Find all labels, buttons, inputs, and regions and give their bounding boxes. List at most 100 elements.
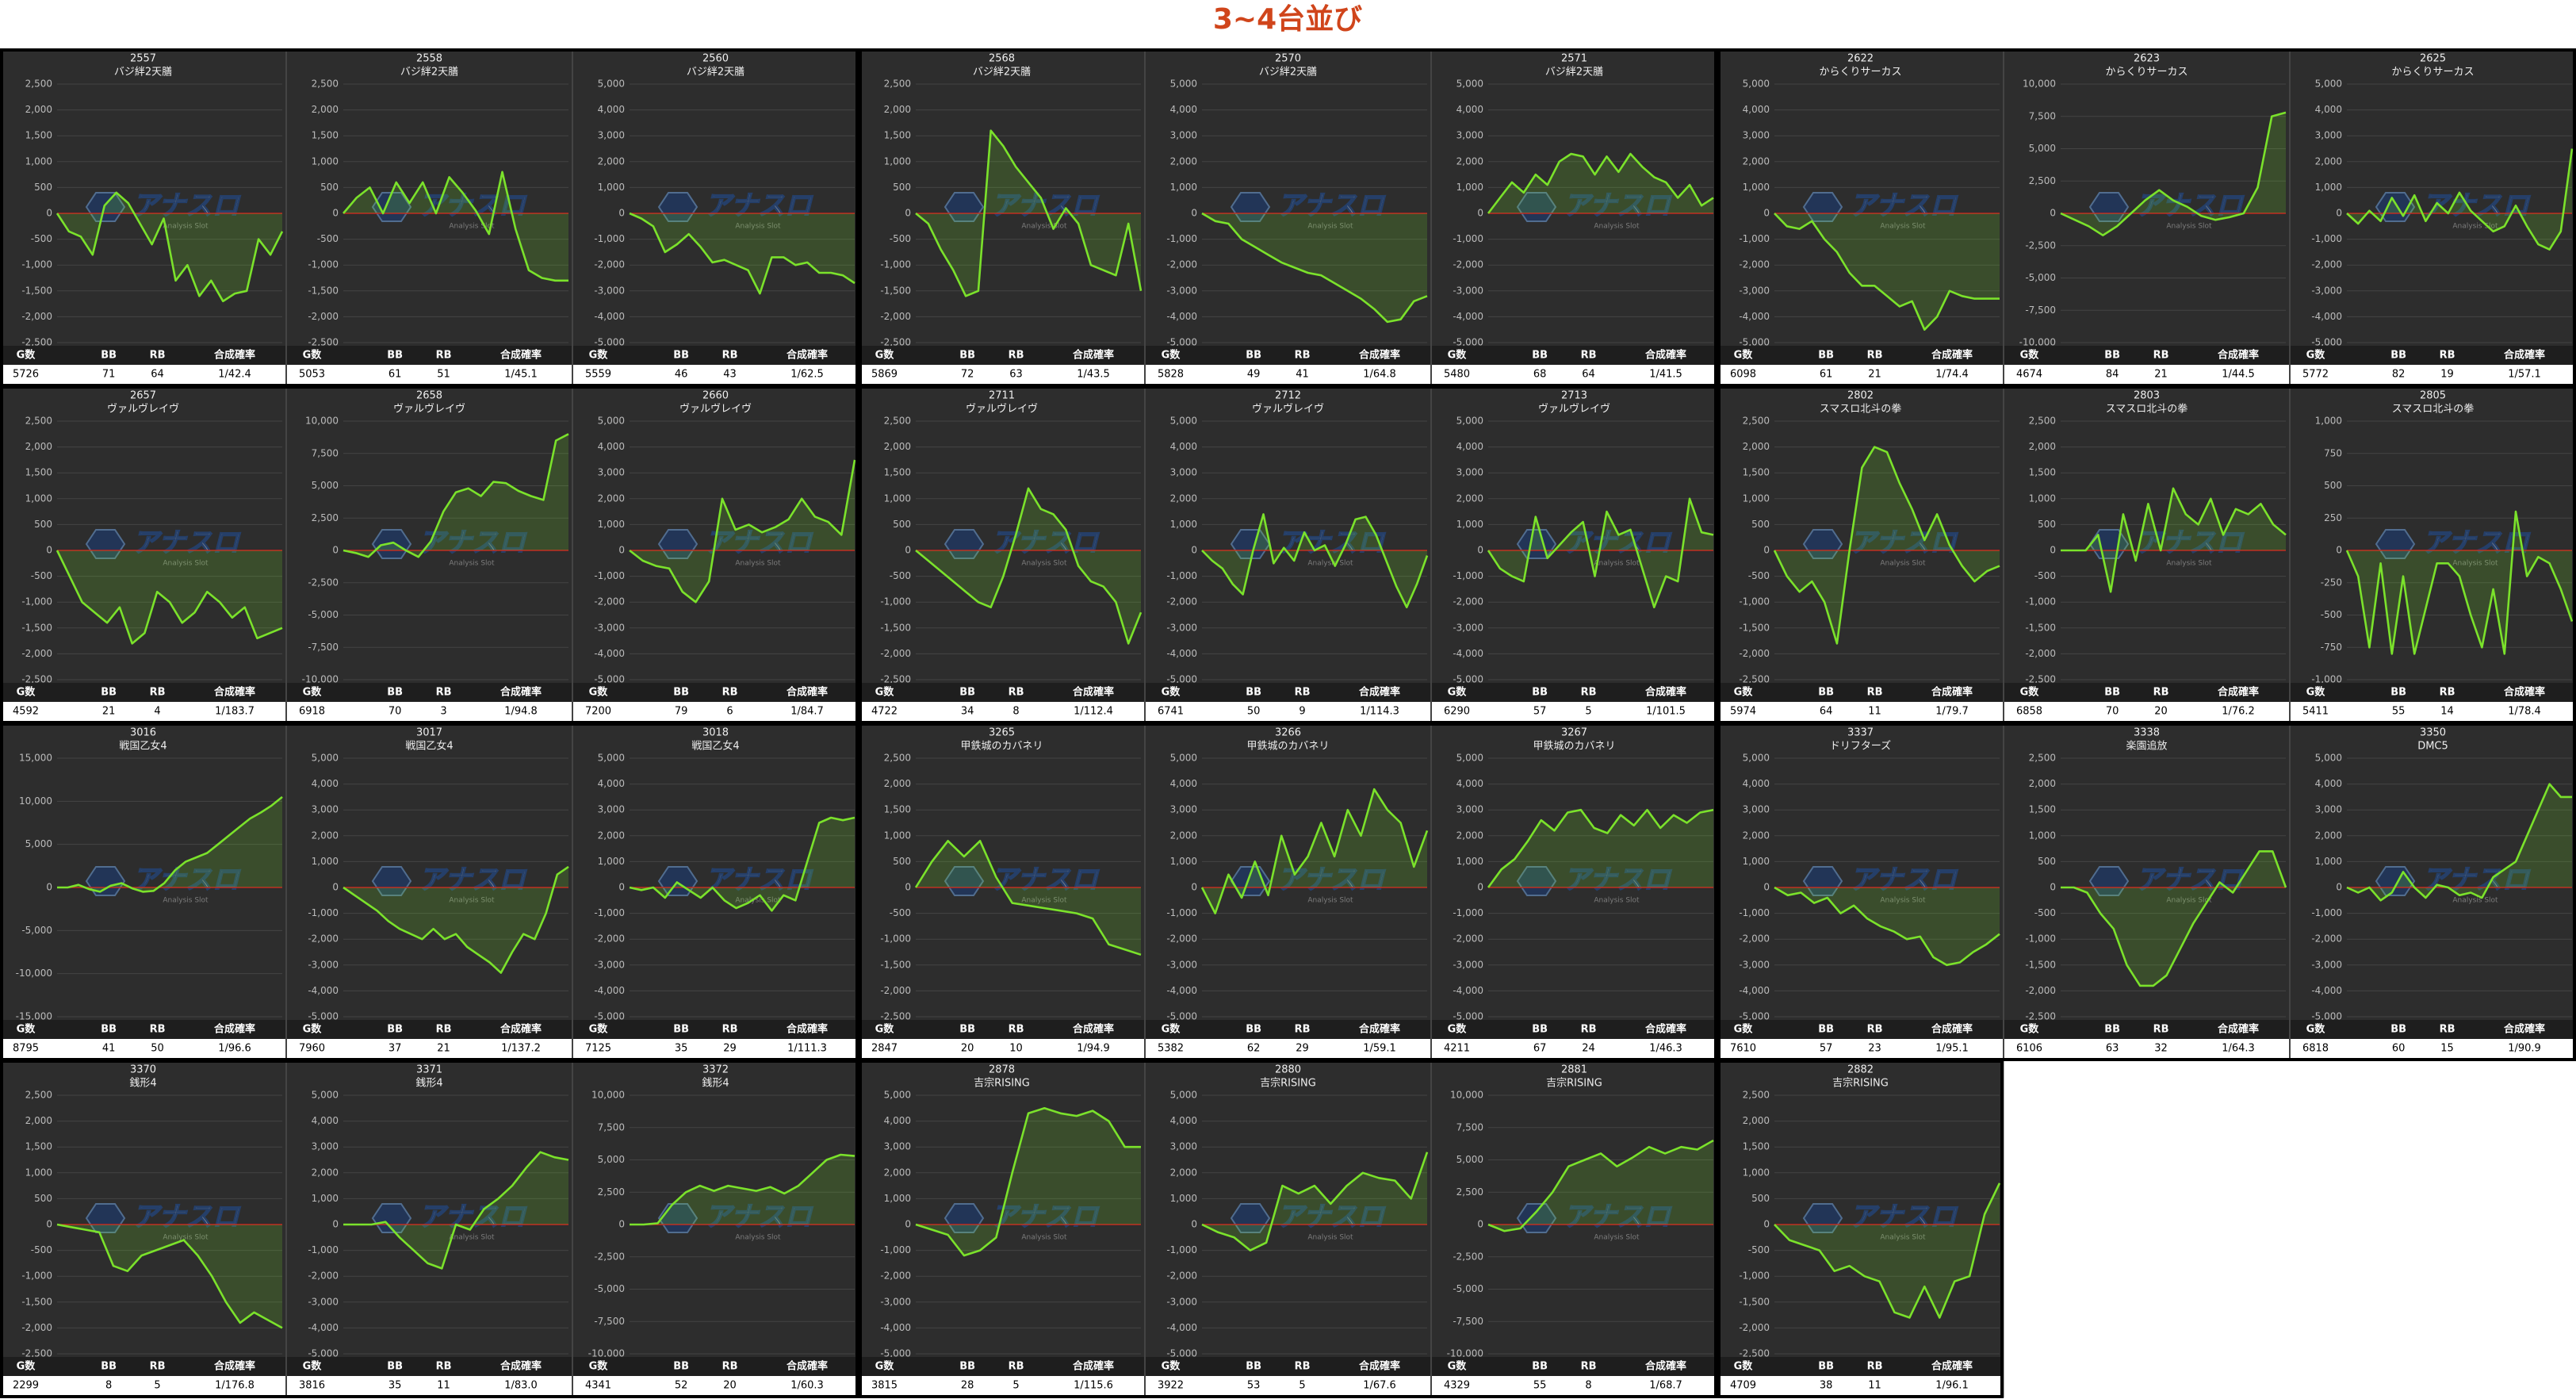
- y-tick-label: 500: [34, 1193, 52, 1204]
- machine-number: 3266: [1275, 727, 1301, 739]
- machine-name: ヴァルヴレイヴ: [393, 403, 465, 416]
- y-tick-label: -2,000: [1166, 1271, 1197, 1282]
- table-header-row: [859, 1020, 1144, 1039]
- line: [56, 550, 283, 645]
- group-border: [0, 1060, 859, 1398]
- area-fill: [2061, 488, 2286, 592]
- watermark-subtext: Analysis Slot: [1307, 223, 1353, 231]
- panel-background: [1144, 48, 1432, 387]
- table-header-row: [2004, 1020, 2289, 1039]
- table-value: 5: [1585, 706, 1591, 718]
- y-tick-label: -5,000: [2025, 272, 2056, 283]
- y-tick-label: -1,000: [21, 1271, 52, 1282]
- table-value: 38: [1820, 1380, 1833, 1392]
- area-fill: [1202, 789, 1427, 914]
- table-value-row: [1146, 365, 1430, 384]
- y-tick-label: -2,000: [880, 311, 911, 322]
- y-tick-label: -1,000: [2025, 933, 2056, 945]
- y-tick-label: 3,000: [884, 1141, 911, 1152]
- machine-number: 2625: [2420, 53, 2446, 65]
- y-tick-label: 2,000: [1456, 155, 1483, 167]
- watermark-subtext: Analysis Slot: [163, 223, 209, 231]
- line: [1487, 152, 1714, 214]
- table-header: 合成確率: [1931, 349, 1973, 362]
- y-tick-label: 5,000: [1456, 1154, 1483, 1165]
- y-tick-label: 3,000: [1743, 804, 1770, 815]
- table-header: BB: [2390, 1024, 2406, 1036]
- y-tick-label: -5,000: [1739, 1011, 1770, 1022]
- table-header: BB: [387, 1361, 403, 1373]
- table-value: 64: [151, 369, 164, 381]
- y-tick-label: 500: [1751, 1193, 1770, 1204]
- y-tick-label: -3,000: [594, 285, 625, 296]
- area-fill: [343, 434, 568, 558]
- table-value: 41: [1296, 369, 1309, 381]
- y-tick-label: 1,500: [25, 467, 52, 478]
- y-tick-label: 2,500: [884, 416, 911, 427]
- machine-name: 戦国乙女4: [119, 740, 167, 753]
- table-header: 合成確率: [500, 349, 542, 362]
- table-value: 5828: [1158, 369, 1184, 381]
- y-tick-label: 2,500: [25, 1090, 52, 1101]
- table-header: RB: [1009, 1361, 1024, 1373]
- y-tick-label: 5,000: [1170, 753, 1197, 764]
- panel-background: [858, 722, 1146, 1061]
- y-tick-label: 1,000: [1743, 493, 1770, 504]
- y-tick-label: -1,000: [880, 596, 911, 608]
- y-tick-label: -3,000: [1166, 285, 1197, 296]
- area-fill: [1774, 213, 2000, 330]
- table-value: 1/45.1: [504, 369, 538, 381]
- machine-name: DMC5: [2417, 741, 2448, 753]
- y-tick-label: -4,000: [1166, 311, 1197, 322]
- y-tick-label: -10,000: [588, 1348, 625, 1359]
- line: [1773, 446, 2000, 645]
- y-tick-label: -2,500: [308, 577, 339, 588]
- y-tick-label: -2,500: [2025, 240, 2056, 251]
- table-header: G数: [1448, 349, 1468, 362]
- table-header: RB: [150, 350, 166, 362]
- table-header-row: [287, 1020, 572, 1039]
- y-tick-label: -3,000: [594, 959, 625, 970]
- group-border: [1717, 722, 2576, 1061]
- watermark-subtext: Analysis Slot: [735, 223, 781, 231]
- y-tick-label: 2,000: [312, 830, 339, 841]
- machine-name: 銭形4: [702, 1078, 729, 1090]
- line: [915, 487, 1143, 645]
- y-tick-label: 750: [2324, 447, 2342, 458]
- table-header: G数: [303, 349, 323, 362]
- table-value: 68: [1533, 369, 1547, 381]
- y-tick-label: -1,000: [308, 907, 339, 918]
- table-header: RB: [436, 1361, 452, 1373]
- y-tick-label: 500: [34, 519, 52, 530]
- table-value: 70: [2106, 706, 2119, 718]
- y-tick-label: -1,500: [2025, 622, 2056, 633]
- table-value: 1/183.7: [215, 706, 255, 718]
- watermark-text: アナスロ: [704, 1202, 813, 1233]
- table-value: 35: [675, 1043, 688, 1055]
- y-tick-label: -4,000: [1166, 985, 1197, 996]
- watermark-text: アナスロ: [1277, 190, 1385, 222]
- watermark-hexagon: [371, 192, 412, 222]
- y-tick-label: 1,000: [884, 493, 911, 504]
- table-header: 合成確率: [787, 686, 828, 699]
- y-tick-label: -3,000: [2311, 285, 2342, 296]
- y-tick-label: 2,500: [2029, 175, 2056, 186]
- watermark-subtext: Analysis Slot: [1307, 560, 1353, 568]
- table-value-row: [2004, 702, 2289, 721]
- table-header: BB: [959, 1024, 975, 1036]
- table-value: 5: [1012, 1380, 1019, 1392]
- y-tick-label: -5,000: [308, 609, 339, 620]
- table-header: G数: [589, 686, 609, 699]
- watermark-text: アナスロ: [1563, 190, 1671, 222]
- table-header-row: [1718, 1357, 2003, 1376]
- y-tick-label: -1,500: [880, 622, 911, 633]
- y-tick-label: -1,000: [1739, 233, 1770, 244]
